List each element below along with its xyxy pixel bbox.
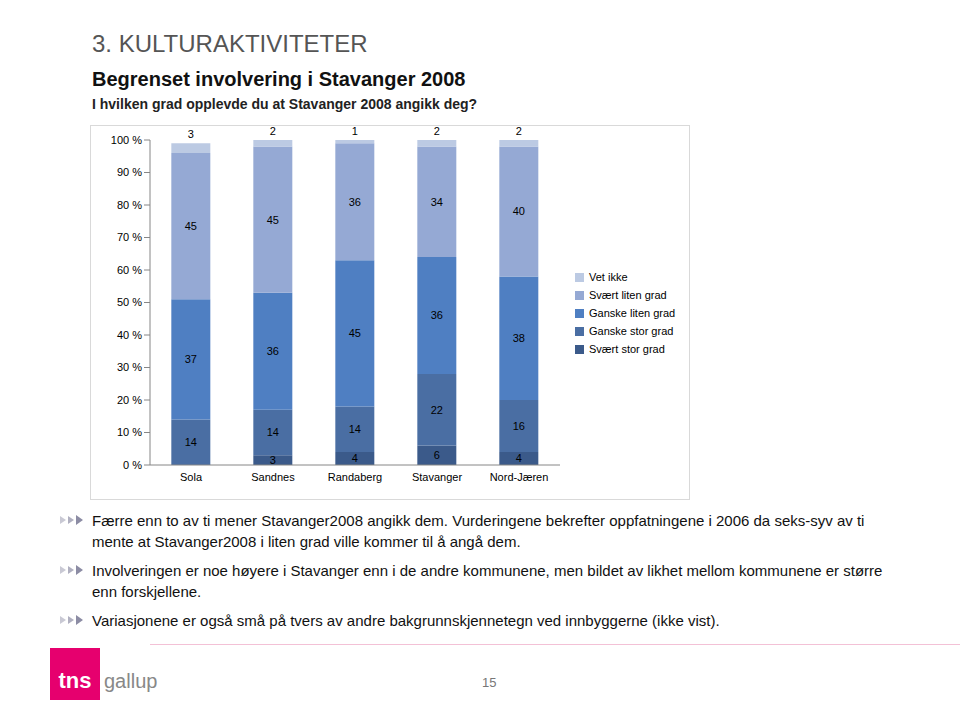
svg-text:Sola: Sola [180,471,203,483]
svg-text:Sandnes: Sandnes [251,471,295,483]
svg-text:40: 40 [513,205,525,217]
svg-text:16: 16 [513,420,525,432]
svg-text:2: 2 [434,125,440,137]
svg-text:45: 45 [349,327,361,339]
svg-text:4: 4 [352,452,358,464]
svg-text:60 %: 60 % [117,264,142,276]
svg-text:34: 34 [431,196,443,208]
html-text:3. KULTURAKTIVITETER: 3. KULTURAKTIVITETER [92,30,368,57]
svg-text:6: 6 [434,449,440,461]
svg-text:3: 3 [270,454,276,466]
html-text:Involveringen er noe høyere i: Involveringen er noe høyere i Stavanger … [92,562,883,600]
svg-text:45: 45 [185,220,197,232]
html-text:Variasjonene er også små på tv: Variasjonene er også små på tvers av and… [92,612,720,629]
svg-text:37: 37 [185,353,197,365]
html-text:tns: tns [58,668,92,693]
svg-text:3: 3 [188,128,194,140]
svg-text:80 %: 80 % [117,199,142,211]
svg-text:50 %: 50 % [117,296,142,308]
svg-text:14: 14 [267,426,279,438]
svg-text:36: 36 [267,345,279,357]
svg-text:38: 38 [513,332,525,344]
svg-text:2: 2 [270,125,276,137]
svg-text:36: 36 [431,309,443,321]
svg-text:Stavanger: Stavanger [412,471,462,483]
svg-text:22: 22 [431,404,443,416]
html-text:Svært liten grad: Svært liten grad [589,289,667,301]
svg-text:20 %: 20 % [117,394,142,406]
svg-text:14: 14 [349,423,361,435]
html-text:Ganske stor grad: Ganske stor grad [589,325,674,337]
svg-text:45: 45 [267,214,279,226]
svg-text:Nord-Jæren: Nord-Jæren [490,471,549,483]
html-text:I hvilken grad opplevde du at: I hvilken grad opplevde du at Stavanger … [92,96,478,112]
svg-text:100 %: 100 % [111,134,142,146]
svg-text:90 %: 90 % [117,166,142,178]
svg-text:1: 1 [352,125,358,137]
svg-text:40 %: 40 % [117,329,142,341]
html-text:Vet ikke: Vet ikke [589,271,628,283]
html-text:gallup: gallup [104,670,158,692]
svg-text:14: 14 [185,436,197,448]
svg-text:30 %: 30 % [117,361,142,373]
svg-text:0 %: 0 % [123,459,142,471]
html-text:15: 15 [482,675,497,690]
html-text:Ganske liten grad: Ganske liten grad [589,307,676,319]
svg-text:Randaberg: Randaberg [328,471,382,483]
svg-text:2: 2 [516,125,522,137]
svg-text:4: 4 [516,452,522,464]
svg-text:10 %: 10 % [117,426,142,438]
svg-text:70 %: 70 % [117,231,142,243]
html-text:Svært stor grad: Svært stor grad [589,343,665,355]
html-text:Begrenset involvering i Stavan: Begrenset involvering i Stavanger 2008 [92,68,466,90]
svg-text:36: 36 [349,196,361,208]
html-text:Færre enn to av ti mener Stava: Færre enn to av ti mener Stavanger2008 a… [92,512,865,550]
